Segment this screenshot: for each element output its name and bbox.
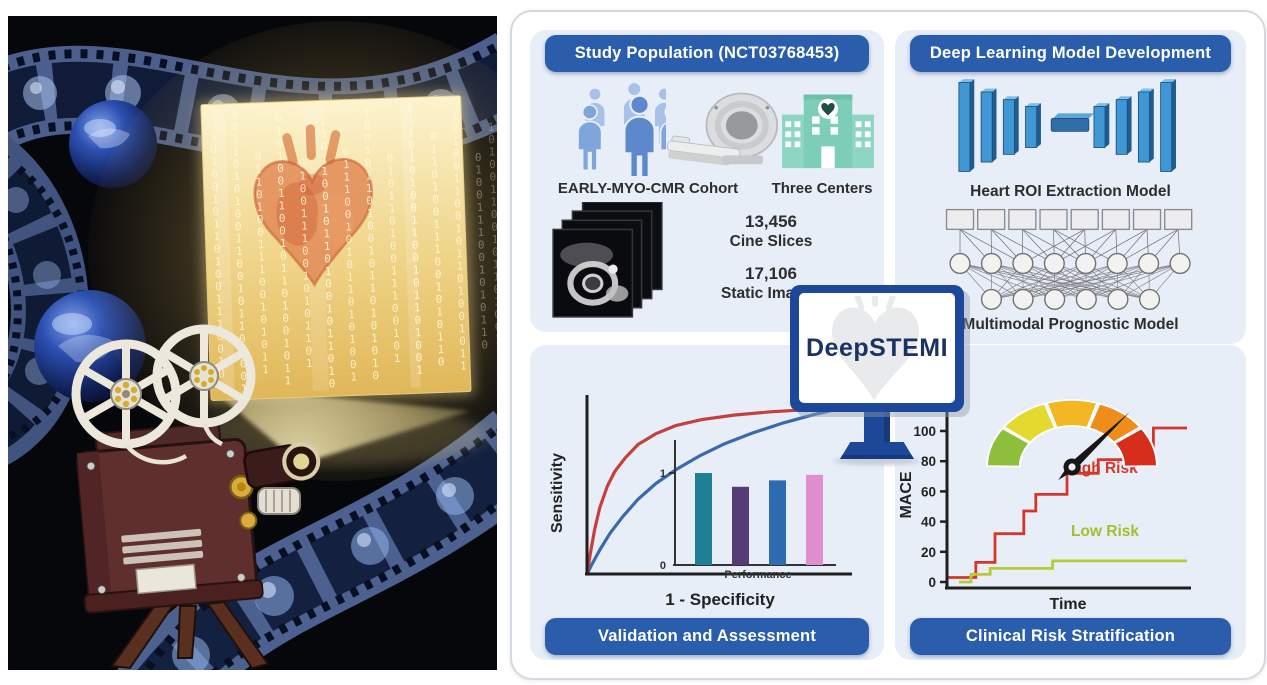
validation-header: Validation and Assessment	[545, 618, 869, 655]
gauge-segment	[1113, 427, 1159, 468]
performance-bars	[695, 473, 823, 565]
performance-inset: 1 0 Performance	[660, 440, 836, 581]
svg-text:1001011010010110101010: 1001011010010110101010	[363, 107, 379, 383]
focus-knob	[257, 487, 301, 515]
gauge-segment	[1087, 402, 1142, 444]
roc-ylabel: Sensitivity	[549, 453, 566, 533]
risk-gauge-icon	[985, 399, 1159, 481]
centers-label: Three Centers	[771, 180, 873, 197]
high-risk-label: High Risk	[1066, 460, 1138, 477]
gauge-segment	[985, 427, 1031, 468]
risk-stratification-header: Clinical Risk Stratification	[910, 618, 1231, 655]
roc-curve-red_curve	[585, 406, 844, 576]
svg-text:101001100101101001011: 101001100101101001011	[451, 110, 467, 373]
film-tape	[124, 422, 223, 465]
svg-text:01001110010101101: 01001110010101101	[299, 157, 313, 370]
cover-art: 1010010110100111001010110101001100101101…	[8, 16, 497, 670]
performance-bar	[769, 480, 786, 565]
performance-bar	[695, 473, 712, 565]
mri-scanner-icon	[666, 92, 779, 166]
inset-ytick-min: 0	[660, 560, 666, 572]
neural-network-icon	[945, 208, 1193, 310]
mace-ytick: 100	[913, 424, 936, 439]
roi-model-label: Heart ROI Extraction Model	[970, 183, 1171, 200]
gauge-segment	[1002, 402, 1057, 444]
time-xlabel: Time	[1049, 596, 1086, 613]
unet-architecture-icon	[958, 79, 1176, 172]
cine-slices-value: 13,456	[745, 212, 797, 231]
svg-text:01011010011100101: 01011010011100101	[387, 152, 401, 365]
svg-text:01001100101101001011010: 01001100101101001011010	[319, 102, 336, 390]
gauge-segment	[1045, 399, 1099, 429]
panel-validation: Sensitivity 1 - Specificity 1 0 Performa…	[530, 345, 884, 660]
roc-plot: Sensitivity 1 - Specificity 1 0 Performa…	[549, 395, 852, 609]
tripod	[110, 599, 270, 670]
heart-illustration	[253, 124, 374, 288]
mace-ytick: 60	[921, 484, 936, 499]
deepstemi-title: DeepSTEMI	[805, 333, 949, 362]
svg-text:0100111001010110: 0100111001010110	[475, 151, 489, 352]
mace-ytick: 20	[921, 545, 936, 560]
film-strip-bottom	[117, 410, 497, 670]
mace-ytick: 0	[928, 575, 936, 590]
cine-slices-label: Cine Slices	[729, 233, 813, 250]
performance-bar	[732, 486, 749, 565]
projector-lens	[243, 442, 321, 489]
svg-text:011010011100101011: 011010011100101011	[254, 151, 268, 377]
monitor-base-shadow	[834, 457, 920, 465]
svg-text:0110101001100101101001: 0110101001100101101001	[407, 101, 423, 377]
monitor-stand	[864, 410, 890, 444]
roc-curve-blue_curve	[585, 406, 844, 576]
binary-rain: 1010010110100111001010110101001100101101…	[210, 101, 497, 395]
roc-xlabel: 1 - Specificity	[665, 590, 775, 609]
static-images-value: 17,106	[745, 264, 797, 283]
prognostic-model-label: Multimodal Prognostic Model	[962, 316, 1179, 333]
cine-mri-stack-icon	[552, 202, 663, 318]
performance-label: Performance	[724, 569, 791, 581]
svg-text:0110100111001010110: 0110100111001010110	[430, 130, 445, 368]
heart-watermark-icon	[831, 296, 920, 400]
monitor-screen: DeepSTEMI	[799, 293, 955, 403]
monitor-base	[840, 442, 914, 459]
projection-screen: 1010010110100111001010110101001100101101…	[196, 91, 497, 405]
projector-body	[76, 422, 264, 614]
study-population-header: Study Population (NCT03768453)	[545, 35, 869, 72]
panel-study-population: Study Population (NCT03768453)	[530, 30, 884, 332]
low-risk-label: Low Risk	[1071, 523, 1139, 540]
svg-text:101001100101101001: 101001100101101001	[488, 120, 497, 346]
cohort-label: EARLY-MYO-CMR Cohort	[557, 180, 739, 197]
roc-curves	[585, 406, 844, 576]
inset-ytick-max: 1	[660, 468, 666, 480]
cover-art-canvas: 1010010110100111001010110101001100101101…	[8, 16, 497, 670]
film-projector	[71, 324, 321, 670]
km-curve-low-risk	[959, 559, 1187, 584]
performance-bar	[806, 474, 823, 565]
svg-text:0101001100101101001011: 0101001100101101001011	[275, 112, 291, 388]
mace-ytick: 40	[921, 515, 936, 530]
model-development-header: Deep Learning Model Development	[910, 35, 1231, 72]
svg-text:0111001010110101001: 0111001010110101001	[342, 146, 357, 384]
panel-risk-stratification: 0 20 40 60 80 100 MACE Time High Risk Low Ris…	[895, 345, 1246, 660]
hospital-icon	[782, 94, 874, 169]
mace-plot: 0 20 40 60 80 100 MACE Time High Risk Low Ris…	[898, 393, 1191, 613]
abstract-card: Study Population (NCT03768453)	[510, 10, 1266, 680]
mace-ytick: 80	[921, 454, 936, 469]
deepstemi-monitor: DeepSTEMI	[790, 285, 964, 412]
mace-ylabel: MACE	[898, 471, 915, 518]
cohort-people-icon	[544, 78, 666, 176]
